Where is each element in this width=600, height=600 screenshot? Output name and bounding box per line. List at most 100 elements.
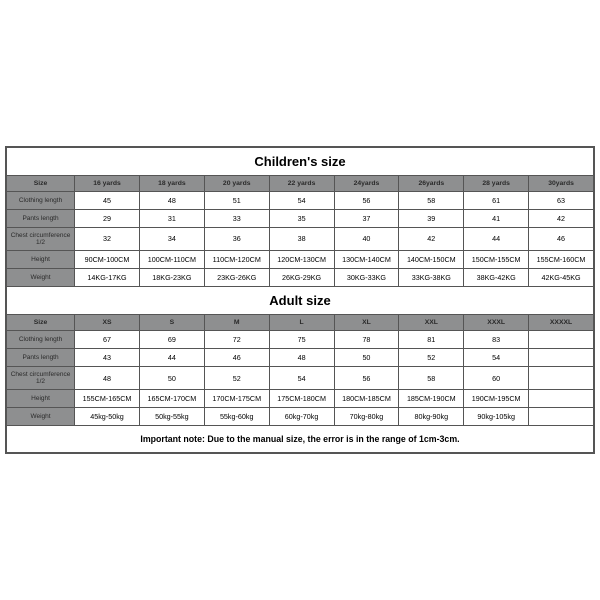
cell: 45kg-50kg	[75, 408, 140, 426]
cell: 41	[464, 209, 529, 227]
cell: 165CM-170CM	[139, 390, 204, 408]
cell: 72	[204, 331, 269, 349]
cell: 140CM-150CM	[399, 251, 464, 269]
important-note: Important note: Due to the manual size, …	[7, 426, 594, 453]
cell: 175CM-180CM	[269, 390, 334, 408]
children-title-row: Children's size	[7, 147, 594, 175]
children-col-2: 18 yards	[139, 175, 204, 191]
cell: 67	[75, 331, 140, 349]
cell: 78	[334, 331, 399, 349]
table-row: Clothing length 45 48 51 54 56 58 61 63	[7, 191, 594, 209]
cell: 42	[529, 209, 594, 227]
cell: 50	[139, 367, 204, 390]
size-table: Children's size Size 16 yards 18 yards 2…	[6, 147, 594, 454]
cell: 185CM-190CM	[399, 390, 464, 408]
cell: 75	[269, 331, 334, 349]
cell: 46	[529, 227, 594, 250]
children-col-3: 20 yards	[204, 175, 269, 191]
cell: 90kg-105kg	[464, 408, 529, 426]
table-row: Height 155CM-165CM 165CM-170CM 170CM-175…	[7, 390, 594, 408]
cell: 69	[139, 331, 204, 349]
cell: 52	[204, 367, 269, 390]
cell: 170CM-175CM	[204, 390, 269, 408]
cell: 90CM-100CM	[75, 251, 140, 269]
cell: 81	[399, 331, 464, 349]
cell: 120CM-130CM	[269, 251, 334, 269]
cell: 37	[334, 209, 399, 227]
cell: 33	[204, 209, 269, 227]
size-chart-panel: Children's size Size 16 yards 18 yards 2…	[5, 146, 595, 455]
cell: 110CM-120CM	[204, 251, 269, 269]
cell	[529, 367, 594, 390]
cell: 61	[464, 191, 529, 209]
adult-col-1: XS	[75, 315, 140, 331]
cell: 63	[529, 191, 594, 209]
cell: 54	[269, 191, 334, 209]
cell: 155CM-160CM	[529, 251, 594, 269]
cell: 18KG-23KG	[139, 269, 204, 287]
adult-col-4: L	[269, 315, 334, 331]
adult-header-row: Size XS S M L XL XXL XXXL XXXXL	[7, 315, 594, 331]
cell: 130CM-140CM	[334, 251, 399, 269]
cell: 38KG-42KG	[464, 269, 529, 287]
row-label: Chest circumference 1/2	[7, 367, 75, 390]
cell: 58	[399, 191, 464, 209]
adult-col-6: XXL	[399, 315, 464, 331]
cell: 52	[399, 349, 464, 367]
cell: 33KG-38KG	[399, 269, 464, 287]
row-label: Pants length	[7, 349, 75, 367]
cell: 54	[269, 367, 334, 390]
row-label: Weight	[7, 269, 75, 287]
row-label: Pants length	[7, 209, 75, 227]
table-row: Height 90CM-100CM 100CM-110CM 110CM-120C…	[7, 251, 594, 269]
cell: 60	[464, 367, 529, 390]
cell: 38	[269, 227, 334, 250]
adult-col-8: XXXXL	[529, 315, 594, 331]
cell: 55kg-60kg	[204, 408, 269, 426]
children-col-7: 28 yards	[464, 175, 529, 191]
cell: 44	[139, 349, 204, 367]
cell: 34	[139, 227, 204, 250]
cell	[529, 408, 594, 426]
cell: 46	[204, 349, 269, 367]
children-col-1: 16 yards	[75, 175, 140, 191]
cell: 190CM-195CM	[464, 390, 529, 408]
cell: 70kg-80kg	[334, 408, 399, 426]
row-label: Height	[7, 390, 75, 408]
table-row: Weight 14KG-17KG 18KG-23KG 23KG-26KG 26K…	[7, 269, 594, 287]
children-col-4: 22 yards	[269, 175, 334, 191]
cell: 58	[399, 367, 464, 390]
cell: 60kg-70kg	[269, 408, 334, 426]
table-row: Chest circumference 1/2 48 50 52 54 56 5…	[7, 367, 594, 390]
cell	[529, 349, 594, 367]
row-label: Clothing length	[7, 191, 75, 209]
children-title: Children's size	[7, 147, 594, 175]
cell: 44	[464, 227, 529, 250]
cell: 26KG-29KG	[269, 269, 334, 287]
cell: 43	[75, 349, 140, 367]
adult-col-5: XL	[334, 315, 399, 331]
cell: 50kg-55kg	[139, 408, 204, 426]
children-col-8: 30yards	[529, 175, 594, 191]
cell: 50	[334, 349, 399, 367]
note-row: Important note: Due to the manual size, …	[7, 426, 594, 453]
cell: 45	[75, 191, 140, 209]
cell: 155CM-165CM	[75, 390, 140, 408]
adult-col-2: S	[139, 315, 204, 331]
row-label: Height	[7, 251, 75, 269]
cell: 48	[139, 191, 204, 209]
cell: 23KG-26KG	[204, 269, 269, 287]
adult-col-7: XXXL	[464, 315, 529, 331]
cell: 80kg-90kg	[399, 408, 464, 426]
cell: 56	[334, 191, 399, 209]
adult-col-0: Size	[7, 315, 75, 331]
cell: 42	[399, 227, 464, 250]
children-header-row: Size 16 yards 18 yards 20 yards 22 yards…	[7, 175, 594, 191]
adult-col-3: M	[204, 315, 269, 331]
cell	[529, 390, 594, 408]
row-label: Chest circumference 1/2	[7, 227, 75, 250]
table-row: Chest circumference 1/2 32 34 36 38 40 4…	[7, 227, 594, 250]
table-row: Weight 45kg-50kg 50kg-55kg 55kg-60kg 60k…	[7, 408, 594, 426]
cell: 39	[399, 209, 464, 227]
cell: 83	[464, 331, 529, 349]
